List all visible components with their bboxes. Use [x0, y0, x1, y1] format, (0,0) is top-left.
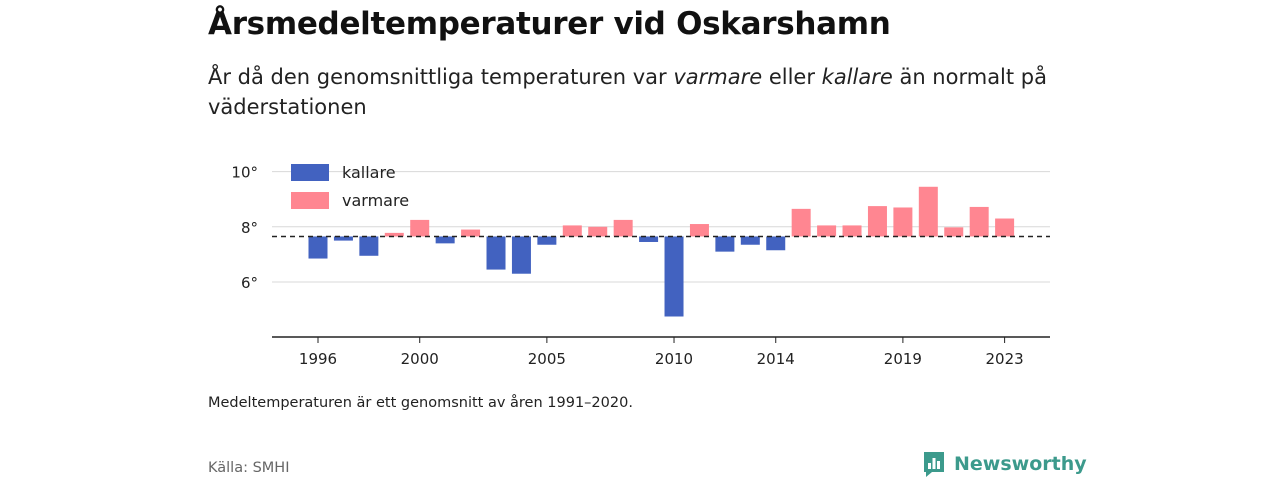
- chart-title: Årsmedeltemperaturer vid Oskarshamn: [208, 6, 891, 42]
- subtitle-cold-word: kallare: [821, 65, 893, 89]
- chart-note: Medeltemperaturen är ett genomsnitt av å…: [208, 395, 633, 411]
- legend-swatch-kallare: [291, 164, 329, 181]
- subtitle-part-1: År då den genomsnittliga temperaturen va…: [208, 65, 674, 89]
- bar-2004: [511, 236, 531, 274]
- subtitle-part-3: än normalt på väderstationen: [208, 65, 1047, 119]
- x-tick-label: 2023: [986, 350, 1024, 368]
- bar-2015: [791, 208, 811, 237]
- bar-1999: [384, 232, 404, 237]
- bar-2020: [918, 186, 938, 237]
- source-label: Källa: SMHI: [208, 460, 290, 476]
- chart-logo-icon: [924, 452, 944, 477]
- bar-2008: [613, 219, 633, 237]
- subtitle-part-2: eller: [762, 65, 822, 89]
- x-tick-label: 2010: [655, 350, 693, 368]
- x-tick-label: 1996: [299, 350, 337, 368]
- bar-2023: [995, 218, 1015, 237]
- bar-2017: [842, 225, 862, 237]
- bar-1997: [333, 236, 353, 241]
- legend-label: kallare: [342, 163, 396, 182]
- x-tick-label: 2019: [884, 350, 922, 368]
- bar-2007: [588, 226, 608, 237]
- bar-2005: [537, 236, 557, 245]
- bar-2002: [461, 229, 481, 237]
- bar-2011: [689, 224, 709, 237]
- bar-2010: [664, 236, 684, 317]
- bar-1996: [308, 236, 328, 259]
- bar-2022: [969, 206, 989, 237]
- bar-2012: [715, 236, 735, 252]
- x-tick-label: 2014: [757, 350, 795, 368]
- y-tick-label: 6°: [241, 274, 258, 292]
- bar-2018: [867, 206, 887, 237]
- brand-name: Newsworthy: [954, 453, 1087, 475]
- bar-2019: [893, 207, 913, 237]
- legend-swatch-varmare: [291, 192, 329, 209]
- legend-label: varmare: [342, 191, 409, 210]
- bar-2009: [639, 236, 659, 242]
- bar-2013: [740, 236, 760, 245]
- temperature-bar-chart: 6° 8° 10° 1996 2000 2005 2010 2014 2019 2023 kalla…: [231, 163, 1050, 368]
- newsworthy-logo[interactable]: Newsworthy: [922, 450, 1087, 478]
- bar-2000: [410, 219, 430, 237]
- x-tick-label: 2000: [401, 350, 439, 368]
- bar-2014: [766, 236, 786, 251]
- chart-subtitle: År då den genomsnittliga temperaturen va…: [208, 62, 1068, 122]
- bar-2016: [817, 225, 837, 237]
- bar-2021: [944, 227, 964, 237]
- x-tick-label: 2005: [528, 350, 566, 368]
- bar-1998: [359, 236, 379, 256]
- bar-2003: [486, 236, 506, 270]
- y-tick-label: 8°: [241, 219, 258, 237]
- bar-2006: [562, 225, 582, 237]
- subtitle-warm-word: varmare: [673, 65, 763, 89]
- y-tick-label: 10°: [231, 164, 258, 182]
- bar-2001: [435, 236, 455, 244]
